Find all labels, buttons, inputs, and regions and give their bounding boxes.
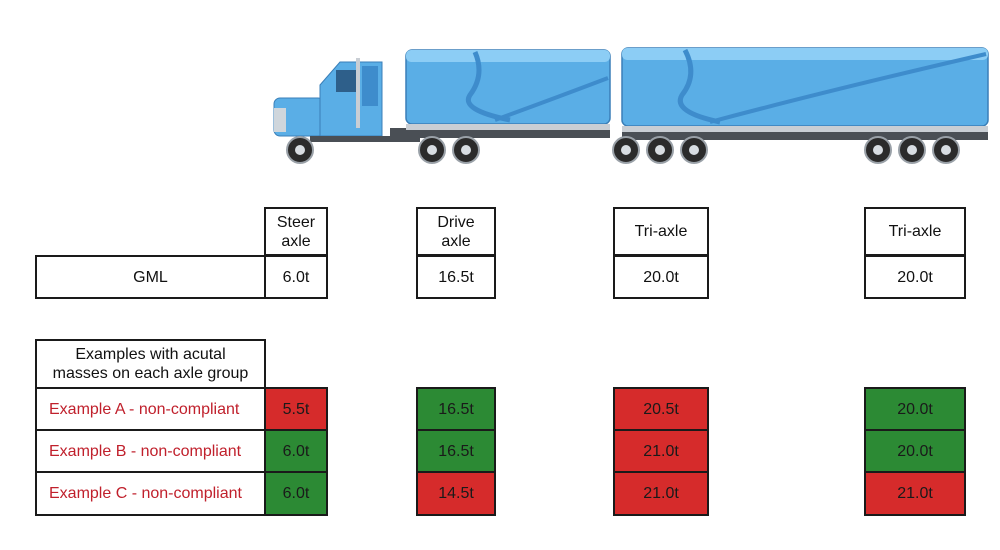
- example-c-steer: 6.0t: [264, 471, 328, 516]
- examples-title: Examples with acutal masses on each axle…: [35, 339, 266, 389]
- lead-trailer: [405, 49, 611, 138]
- example-c-tri1: 21.0t: [613, 471, 709, 516]
- gml-tri1-value: 20.0t: [613, 255, 709, 299]
- example-b-steer: 6.0t: [264, 429, 328, 473]
- rear-trailer: [621, 47, 989, 140]
- example-c-label: Example C - non-compliant: [35, 471, 266, 516]
- example-c-tri2: 21.0t: [864, 471, 966, 516]
- example-c-drive: 14.5t: [416, 471, 496, 516]
- gml-drive-value: 16.5t: [416, 255, 496, 299]
- example-a-drive: 16.5t: [416, 387, 496, 431]
- b-double-truck-illustration: [273, 47, 989, 164]
- gml-tri2-value: 20.0t: [864, 255, 966, 299]
- header-tri-axle-2: Tri-axle: [864, 207, 966, 256]
- prime-mover: [273, 58, 420, 142]
- example-a-label: Example A - non-compliant: [35, 387, 266, 431]
- example-a-steer: 5.5t: [264, 387, 328, 431]
- header-steer-axle: Steer axle: [264, 207, 328, 256]
- gml-label: GML: [35, 255, 266, 299]
- example-a-tri2: 20.0t: [864, 387, 966, 431]
- header-drive-axle: Drive axle: [416, 207, 496, 256]
- gml-steer-value: 6.0t: [264, 255, 328, 299]
- example-b-drive: 16.5t: [416, 429, 496, 473]
- example-a-tri1: 20.5t: [613, 387, 709, 431]
- example-b-label: Example B - non-compliant: [35, 429, 266, 473]
- header-tri-axle-1: Tri-axle: [613, 207, 709, 256]
- example-b-tri2: 20.0t: [864, 429, 966, 473]
- example-b-tri1: 21.0t: [613, 429, 709, 473]
